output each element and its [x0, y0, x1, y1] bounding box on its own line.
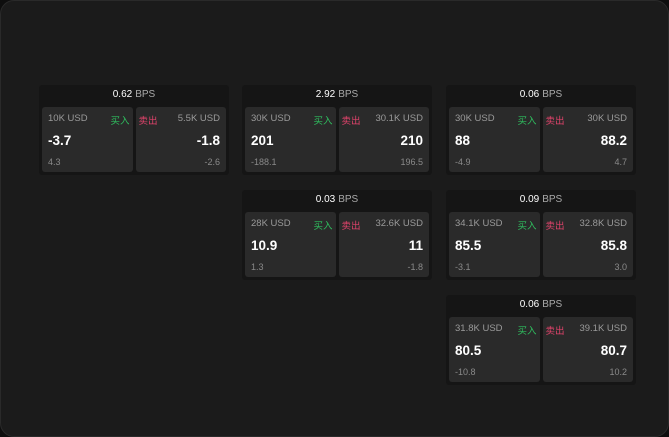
buy-button[interactable]: 34.1K USD 买入 85.5 -3.1 [449, 212, 540, 277]
spread-header: 0.06 BPS [446, 85, 636, 105]
buy-quantity: 30K USD [455, 113, 495, 124]
buy-label: 买入 [110, 116, 130, 127]
buy-diff: -3.1 [455, 262, 471, 272]
sell-diff: 4.7 [614, 157, 627, 167]
spread-header: 0.62 BPS [39, 85, 229, 105]
sell-diff: 10.2 [609, 367, 627, 377]
buy-diff: 4.3 [48, 157, 61, 167]
spread-value: 0.09 [519, 194, 540, 205]
sell-quantity: 39.1K USD [579, 323, 627, 334]
spread-unit: BPS [542, 299, 563, 310]
spread-header: 2.92 BPS [242, 85, 432, 105]
sell-quantity: 30K USD [587, 113, 627, 124]
sell-button[interactable]: 卖出 32.6K USD 11 -1.8 [338, 212, 429, 277]
spread-header: 0.06 BPS [446, 295, 636, 315]
spread-value: 0.06 [519, 299, 540, 310]
buy-quantity: 31.8K USD [455, 323, 503, 334]
sell-button[interactable]: 卖出 32.8K USD 85.8 3.0 [542, 212, 633, 277]
sell-price: 80.7 [600, 343, 627, 358]
sell-label: 卖出 [545, 326, 565, 337]
buy-button[interactable]: 31.8K USD 买入 80.5 -10.8 [449, 317, 540, 382]
sell-diff: 3.0 [614, 262, 627, 272]
spread-value: 2.92 [315, 89, 336, 100]
buy-label: 买入 [517, 116, 537, 127]
buy-label: 买入 [517, 326, 537, 337]
sell-label: 卖出 [545, 116, 565, 127]
quote-card: 0.06 BPS 31.8K USD 买入 80.5 -10.8 卖出 39.1K… [446, 295, 636, 385]
spread-unit: BPS [135, 89, 156, 100]
sell-price: 210 [400, 133, 423, 148]
buy-price: -3.7 [48, 133, 72, 148]
spread-unit: BPS [338, 89, 359, 100]
buy-diff: -188.1 [251, 157, 277, 167]
quote-card: 0.09 BPS 34.1K USD 买入 85.5 -3.1 卖出 32.8K … [446, 190, 636, 280]
sell-quantity: 30.1K USD [375, 113, 423, 124]
buy-diff: -4.9 [455, 157, 471, 167]
sell-button[interactable]: 卖出 30.1K USD 210 196.5 [338, 107, 429, 172]
spread-unit: BPS [338, 194, 359, 205]
sell-button[interactable]: 卖出 39.1K USD 80.7 10.2 [542, 317, 633, 382]
spread-value: 0.62 [112, 89, 133, 100]
buy-price: 80.5 [455, 343, 482, 358]
sell-button[interactable]: 卖出 5.5K USD -1.8 -2.6 [135, 107, 226, 172]
spread-header: 0.09 BPS [446, 190, 636, 210]
buy-price: 201 [251, 133, 274, 148]
sell-label: 卖出 [545, 221, 565, 232]
quote-card: 0.62 BPS 10K USD 买入 -3.7 4.3 卖出 5.5K USD … [39, 85, 229, 175]
quote-card: 0.06 BPS 30K USD 买入 88 -4.9 卖出 30K USD 88… [446, 85, 636, 175]
sell-quantity: 32.8K USD [579, 218, 627, 229]
buy-price: 88 [455, 133, 471, 148]
spread-header: 0.03 BPS [242, 190, 432, 210]
buy-label: 买入 [313, 116, 333, 127]
buy-diff: -10.8 [455, 367, 476, 377]
sell-price: 85.8 [600, 238, 627, 253]
sell-price: 88.2 [600, 133, 627, 148]
sell-quantity: 5.5K USD [177, 113, 220, 124]
buy-price: 10.9 [251, 238, 278, 253]
sell-diff: 196.5 [400, 157, 423, 167]
buy-price: 85.5 [455, 238, 482, 253]
sell-price: 11 [408, 238, 423, 253]
quote-card: 2.92 BPS 30K USD 买入 201 -188.1 卖出 30.1K U… [242, 85, 432, 175]
buy-quantity: 30K USD [251, 113, 291, 124]
spread-value: 0.03 [315, 194, 336, 205]
sell-label: 卖出 [138, 116, 158, 127]
spread-unit: BPS [542, 89, 563, 100]
sell-diff: -1.8 [407, 262, 423, 272]
sell-price: -1.8 [196, 133, 220, 148]
sell-quantity: 32.6K USD [375, 218, 423, 229]
buy-quantity: 34.1K USD [455, 218, 503, 229]
buy-button[interactable]: 28K USD 买入 10.9 1.3 [245, 212, 336, 277]
spread-value: 0.06 [519, 89, 540, 100]
buy-button[interactable]: 10K USD 买入 -3.7 4.3 [42, 107, 133, 172]
buy-label: 买入 [313, 221, 333, 232]
sell-button[interactable]: 卖出 30K USD 88.2 4.7 [542, 107, 633, 172]
sell-diff: -2.6 [204, 157, 220, 167]
buy-label: 买入 [517, 221, 537, 232]
sell-label: 卖出 [341, 116, 361, 127]
buy-diff: 1.3 [251, 262, 264, 272]
sell-label: 卖出 [341, 221, 361, 232]
spread-unit: BPS [542, 194, 563, 205]
buy-quantity: 28K USD [251, 218, 291, 229]
buy-button[interactable]: 30K USD 买入 201 -188.1 [245, 107, 336, 172]
buy-button[interactable]: 30K USD 买入 88 -4.9 [449, 107, 540, 172]
quote-card: 0.03 BPS 28K USD 买入 10.9 1.3 卖出 32.6K USD… [242, 190, 432, 280]
buy-quantity: 10K USD [48, 113, 88, 124]
